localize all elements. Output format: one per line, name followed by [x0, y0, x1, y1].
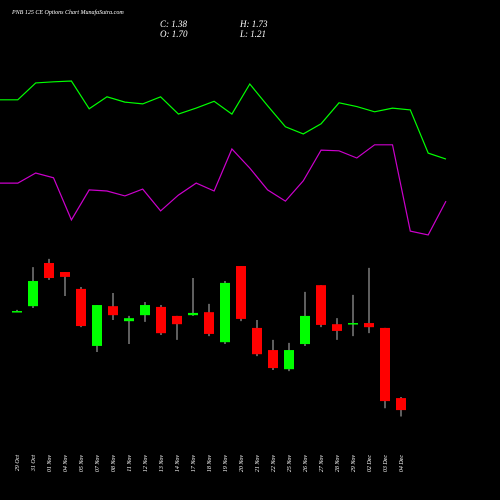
x-tick-label: 19 Nov	[223, 455, 229, 473]
x-tick-label: 08 Nov	[111, 455, 117, 473]
x-tick-label: 07 Nov	[95, 455, 101, 473]
x-tick-label: 29 Oct	[15, 455, 21, 471]
x-tick-label: 26 Nov	[303, 455, 309, 473]
candle-body	[268, 350, 278, 369]
candle-body	[284, 350, 294, 370]
x-tick-label: 21 Nov	[255, 455, 261, 473]
candle-body	[236, 266, 246, 319]
candle-body	[172, 315, 182, 325]
info-open: O: 1.70	[160, 29, 188, 39]
candle-body	[332, 324, 342, 331]
candle-body	[396, 398, 406, 411]
candle-body	[156, 306, 166, 334]
candle-body	[252, 327, 262, 355]
x-tick-label: 20 Nov	[239, 455, 245, 473]
indicator-line	[0, 144, 447, 236]
candle-body	[188, 312, 198, 316]
info-close: C: 1.38	[160, 19, 188, 29]
x-tick-label: 31 Oct	[31, 455, 37, 472]
x-tick-label: 25 Nov	[287, 455, 293, 473]
x-tick-label: 27 Nov	[319, 455, 325, 473]
x-tick-label: 11 Nov	[127, 455, 133, 472]
x-tick-label: 14 Nov	[174, 455, 181, 473]
candle-body	[316, 285, 326, 325]
candle-body	[92, 305, 102, 346]
candle-body	[380, 327, 390, 402]
info-high: H: 1.73	[239, 19, 268, 29]
candle-body	[348, 323, 358, 325]
x-tick-label: 28 Nov	[335, 455, 341, 473]
x-tick-label: 17 Nov	[191, 455, 197, 473]
x-tick-label: 02 Dec	[367, 455, 373, 472]
info-low: L: 1.21	[239, 29, 266, 39]
candle-body	[12, 311, 22, 313]
candle-body	[28, 281, 38, 307]
candle-body	[76, 288, 86, 327]
x-tick-label: 04 Dec	[398, 455, 405, 472]
indicator-line	[0, 80, 447, 160]
candle-body	[364, 323, 374, 328]
candle-body	[140, 305, 150, 316]
candle-body	[204, 312, 214, 334]
candle-body	[108, 306, 118, 316]
x-tick-label: 03 Dec	[383, 455, 389, 472]
x-tick-label: 05 Nov	[79, 455, 85, 473]
x-tick-label: 22 Nov	[271, 455, 277, 473]
candle-body	[220, 282, 230, 343]
candle-body	[44, 263, 54, 279]
x-tick-label: 18 Nov	[207, 455, 213, 473]
x-tick-label: 12 Nov	[143, 455, 149, 473]
candle-body	[300, 315, 310, 345]
chart-title: PNB 125 CE Options Chart MunafaSutra.com	[11, 9, 124, 16]
candle-body	[124, 318, 134, 322]
x-tick-label: 13 Nov	[159, 455, 165, 473]
x-tick-label: 04 Nov	[62, 455, 69, 473]
x-tick-label: 29 Nov	[351, 455, 357, 473]
candle-body	[60, 272, 70, 277]
x-tick-label: 01 Nov	[47, 455, 53, 473]
